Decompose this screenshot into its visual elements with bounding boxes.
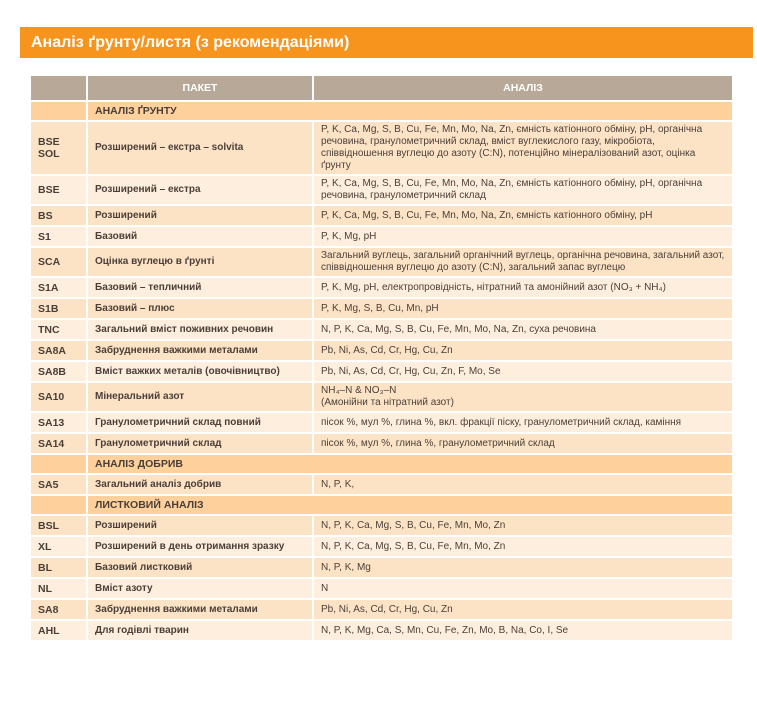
analysis-cell: пісок %, мул %, глина %, гранулометрични… <box>312 434 732 453</box>
table-row: SA5 Загальний аналіз добрив N, P, K, <box>31 475 732 494</box>
code-cell: S1B <box>31 299 86 318</box>
code-cell: S1 <box>31 227 86 246</box>
analysis-cell: Pb, Ni, As, Cd, Cr, Hg, Cu, Zn <box>312 600 732 619</box>
section-spacer <box>31 496 86 514</box>
section-title: АНАЛІЗ ҐРУНТУ <box>86 102 732 120</box>
code-cell: SA10 <box>31 383 86 411</box>
table-row: AHL Для годівлі тварин N, P, K, Mg, Ca, S,… <box>31 621 732 640</box>
analysis-cell: P, K, Mg, pH, електропровідність, нітрат… <box>312 278 732 297</box>
analysis-cell: N, P, K, Mg <box>312 558 732 577</box>
package-cell: Оцінка вуглецю в ґрунті <box>86 248 312 276</box>
analysis-cell: N, P, K, <box>312 475 732 494</box>
section-title: ЛИСТКОВИЙ АНАЛІЗ <box>86 496 732 514</box>
code-cell: SA13 <box>31 413 86 432</box>
table-row: S1B Базовий – плюс P, K, Mg, S, B, Cu, Mn,… <box>31 299 732 318</box>
code-cell: BSE <box>31 176 86 204</box>
package-cell: Вміст азоту <box>86 579 312 598</box>
table-row: BSL Розширений N, P, K, Ca, Mg, S, B, Cu, … <box>31 516 732 535</box>
table-row: S1 Базовий P, K, Mg, pH <box>31 227 732 246</box>
section-header: ЛИСТКОВИЙ АНАЛІЗ <box>31 496 732 514</box>
package-cell: Базовий – тепличний <box>86 278 312 297</box>
analysis-cell: P, K, Mg, S, B, Cu, Mn, pH <box>312 299 732 318</box>
header-package: ПАКЕТ <box>86 76 312 100</box>
package-cell: Загальний аналіз добрив <box>86 475 312 494</box>
package-cell: Вміст важких металів (овочівництво) <box>86 362 312 381</box>
section-header: АНАЛІЗ ДОБРИВ <box>31 455 732 473</box>
analysis-cell: N, P, K, Ca, Mg, S, B, Cu, Fe, Mn, Mo, N… <box>312 320 732 339</box>
code-cell: AHL <box>31 621 86 640</box>
analysis-cell: N, P, K, Ca, Mg, S, B, Cu, Fe, Mn, Mo, Z… <box>312 516 732 535</box>
table-row: SA8A Забруднення важкими металами Pb, Ni, … <box>31 341 732 360</box>
analysis-cell: NH₄–N & NO₃–N (Амонійни та нітратний азо… <box>312 383 732 411</box>
package-cell: Базовий <box>86 227 312 246</box>
package-cell: Загальний вміст поживних речовин <box>86 320 312 339</box>
table-row: SA8 Забруднення важкими металами Pb, Ni, A… <box>31 600 732 619</box>
table-row: SA13 Гранулометричний склад повний пісок %… <box>31 413 732 432</box>
code-cell: BL <box>31 558 86 577</box>
package-cell: Розширений – екстра – solvita <box>86 122 312 174</box>
page-title: Аналіз ґрунту/листя (з рекомендаціями) <box>20 27 753 58</box>
table-row: S1A Базовий – тепличний P, K, Mg, pH, елек… <box>31 278 732 297</box>
code-cell: BSE SOL <box>31 122 86 174</box>
code-cell: BS <box>31 206 86 225</box>
table-row: BS Розширений P, K, Ca, Mg, S, B, Cu, Fe, … <box>31 206 732 225</box>
table-row: BSE SOL Розширений – екстра – solvita P, K… <box>31 122 732 174</box>
analysis-cell: P, K, Mg, pH <box>312 227 732 246</box>
package-cell: Для годівлі тварин <box>86 621 312 640</box>
table-row: SA8B Вміст важких металів (овочівництво) P… <box>31 362 732 381</box>
section-spacer <box>31 102 86 120</box>
section-title: АНАЛІЗ ДОБРИВ <box>86 455 732 473</box>
code-cell: SA14 <box>31 434 86 453</box>
code-cell: SA8A <box>31 341 86 360</box>
analysis-cell: P, K, Ca, Mg, S, B, Cu, Fe, Mn, Mo, Na, … <box>312 122 732 174</box>
section-spacer <box>31 455 86 473</box>
table-row: SCA Оцінка вуглецю в ґрунті Загальний вугл… <box>31 248 732 276</box>
code-cell: NL <box>31 579 86 598</box>
analysis-cell: N, P, K, Mg, Ca, S, Mn, Cu, Fe, Zn, Mo, … <box>312 621 732 640</box>
table-row: BL Базовий листковий N, P, K, Mg <box>31 558 732 577</box>
package-cell: Базовий – плюс <box>86 299 312 318</box>
analysis-cell: P, K, Ca, Mg, S, B, Cu, Fe, Mn, Mo, Na, … <box>312 206 732 225</box>
package-cell: Розширений <box>86 206 312 225</box>
analysis-cell: пісок %, мул %, глина %, вкл. фракції пі… <box>312 413 732 432</box>
package-cell: Мінеральний азот <box>86 383 312 411</box>
analysis-cell: N <box>312 579 732 598</box>
section-header: АНАЛІЗ ҐРУНТУ <box>31 102 732 120</box>
package-cell: Розширений <box>86 516 312 535</box>
code-cell: S1A <box>31 278 86 297</box>
header-code <box>31 76 86 100</box>
code-cell: SA8B <box>31 362 86 381</box>
analysis-table: ПАКЕТ АНАЛІЗ АНАЛІЗ ҐРУНТУ BSE SOL Розшире… <box>31 74 732 642</box>
code-cell: XL <box>31 537 86 556</box>
analysis-cell: Pb, Ni, As, Cd, Cr, Hg, Cu, Zn, F, Mo, S… <box>312 362 732 381</box>
package-cell: Розширений в день отримання зразку <box>86 537 312 556</box>
table-row: XL Розширений в день отримання зразку N, P… <box>31 537 732 556</box>
analysis-cell: P, K, Ca, Mg, S, B, Cu, Fe, Mn, Mo, Na, … <box>312 176 732 204</box>
table-row: SA10 Мінеральний азот NH₄–N & NO₃–N (Амоні… <box>31 383 732 411</box>
table-row: TNC Загальний вміст поживних речовин N, P,… <box>31 320 732 339</box>
analysis-cell: Загальний вуглець, загальний органічний … <box>312 248 732 276</box>
package-cell: Базовий листковий <box>86 558 312 577</box>
table-row: NL Вміст азоту N <box>31 579 732 598</box>
header-analysis: АНАЛІЗ <box>312 76 732 100</box>
code-cell: SA8 <box>31 600 86 619</box>
package-cell: Гранулометричний склад повний <box>86 413 312 432</box>
code-cell: SCA <box>31 248 86 276</box>
package-cell: Забруднення важкими металами <box>86 600 312 619</box>
analysis-cell: Pb, Ni, As, Cd, Cr, Hg, Cu, Zn <box>312 341 732 360</box>
package-cell: Розширений – екстра <box>86 176 312 204</box>
code-cell: SA5 <box>31 475 86 494</box>
table-row: SA14 Гранулометричний склад пісок %, мул %… <box>31 434 732 453</box>
analysis-cell: N, P, K, Ca, Mg, S, B, Cu, Fe, Mn, Mo, Z… <box>312 537 732 556</box>
table-header-row: ПАКЕТ АНАЛІЗ <box>31 76 732 100</box>
package-cell: Забруднення важкими металами <box>86 341 312 360</box>
package-cell: Гранулометричний склад <box>86 434 312 453</box>
table-row: BSE Розширений – екстра P, K, Ca, Mg, S, B… <box>31 176 732 204</box>
code-cell: BSL <box>31 516 86 535</box>
code-cell: TNC <box>31 320 86 339</box>
